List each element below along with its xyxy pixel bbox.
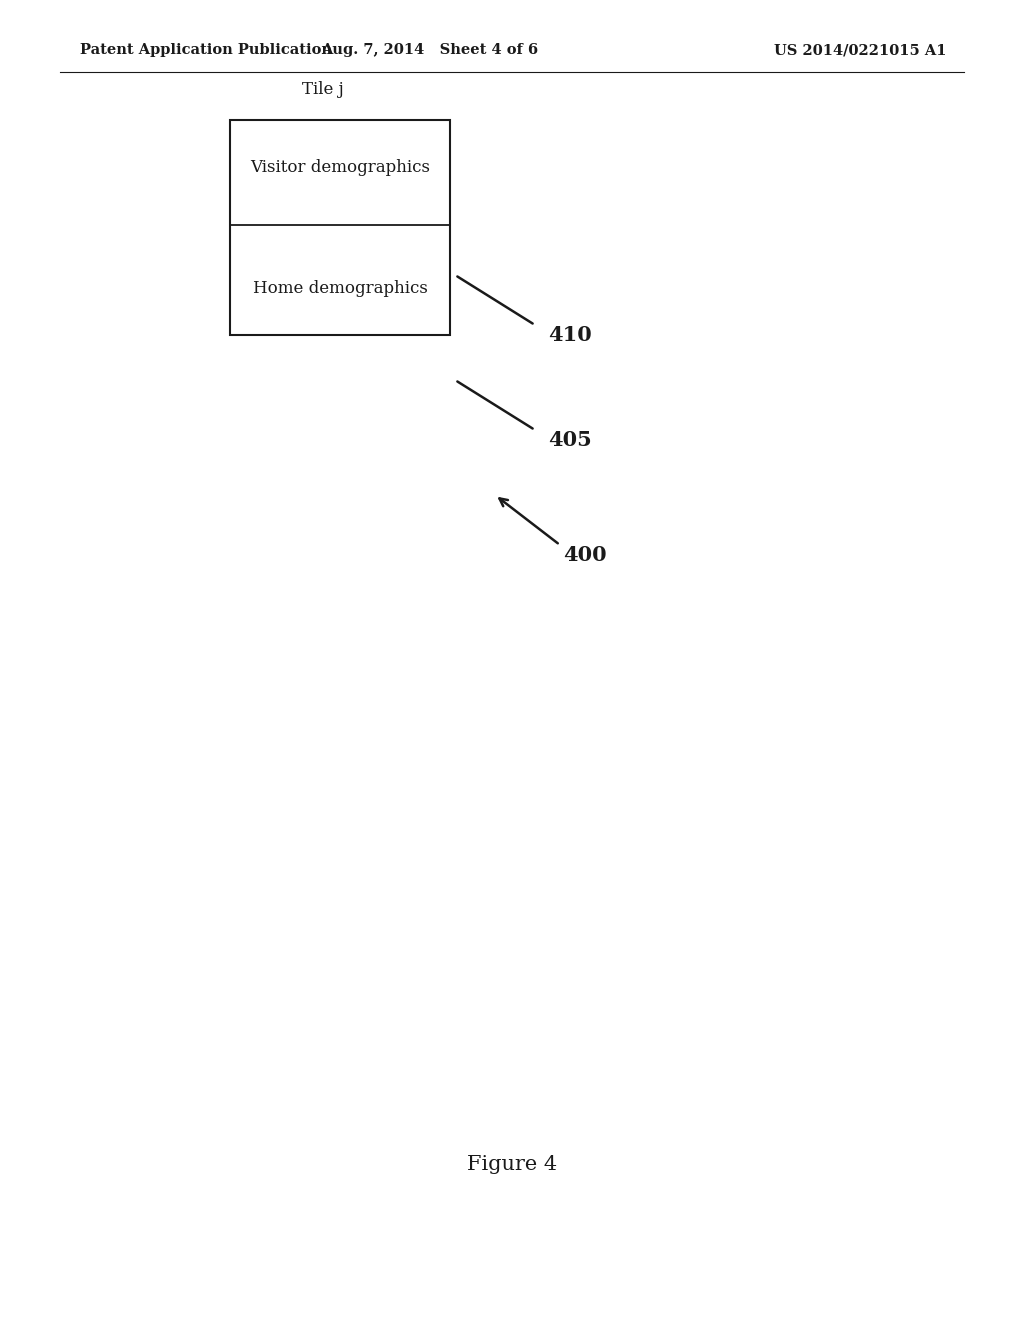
Text: Patent Application Publication: Patent Application Publication	[80, 44, 332, 57]
Bar	[230, 120, 450, 335]
Text: Aug. 7, 2014   Sheet 4 of 6: Aug. 7, 2014 Sheet 4 of 6	[322, 44, 539, 57]
Text: US 2014/0221015 A1: US 2014/0221015 A1	[774, 44, 946, 57]
Text: 405: 405	[548, 430, 592, 450]
Text: 400: 400	[563, 545, 606, 565]
Text: Home demographics: Home demographics	[253, 280, 427, 297]
Text: Figure 4: Figure 4	[467, 1155, 557, 1175]
Text: Visitor demographics: Visitor demographics	[250, 158, 430, 176]
Text: 410: 410	[548, 325, 592, 345]
Text: Tile j: Tile j	[301, 81, 343, 98]
